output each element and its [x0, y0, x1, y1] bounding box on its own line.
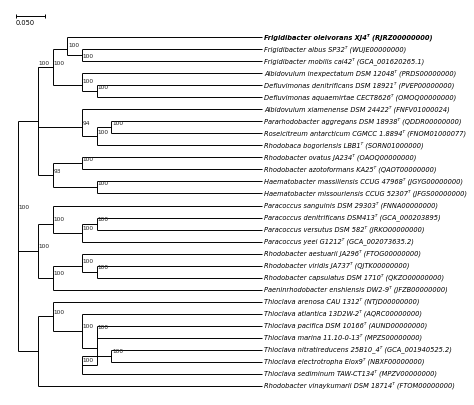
Text: Frigidibacter mobilis cai42ᵀ (GCA_001620265.1): Frigidibacter mobilis cai42ᵀ (GCA_001620… — [264, 58, 425, 65]
Text: Roseicitreum antarcticum CGMCC 1.8894ᵀ (FNOM01000077): Roseicitreum antarcticum CGMCC 1.8894ᵀ (… — [264, 130, 466, 137]
Text: Rhodobacter capsulatus DSM 1710ᵀ (QKZO00000000): Rhodobacter capsulatus DSM 1710ᵀ (QKZO00… — [264, 274, 445, 281]
Text: Paracoccus versutus DSM 582ᵀ (JRKO00000000): Paracoccus versutus DSM 582ᵀ (JRKO000000… — [264, 226, 425, 233]
Text: Thioclava nitratireducens 25B10_4ᵀ (GCA_001940525.2): Thioclava nitratireducens 25B10_4ᵀ (GCA_… — [264, 346, 452, 354]
Text: 100: 100 — [98, 130, 109, 135]
Text: 100: 100 — [83, 157, 94, 162]
Text: 100: 100 — [83, 259, 94, 264]
Text: Thioclava pacifica DSM 10166ᵀ (AUND00000000): Thioclava pacifica DSM 10166ᵀ (AUND00000… — [264, 322, 428, 329]
Text: Frigidibacter albus SP32ᵀ (WUJE00000000): Frigidibacter albus SP32ᵀ (WUJE00000000) — [264, 46, 407, 53]
Text: Paracoccus sanguinis DSM 29303ᵀ (FNNA00000000): Paracoccus sanguinis DSM 29303ᵀ (FNNA000… — [264, 202, 438, 209]
Text: 0.050: 0.050 — [16, 20, 35, 26]
Text: 100: 100 — [54, 310, 64, 315]
Text: Rhodobacter ovatus JA234ᵀ (OAOQ00000000): Rhodobacter ovatus JA234ᵀ (OAOQ00000000) — [264, 154, 417, 161]
Text: Paeninrhodobacter enshiensis DW2-9ᵀ (JFZB00000000): Paeninrhodobacter enshiensis DW2-9ᵀ (JFZ… — [264, 286, 448, 293]
Text: 100: 100 — [112, 121, 123, 126]
Text: Haematobacter missouriensis CCUG 52307ᵀ (JFGS00000000): Haematobacter missouriensis CCUG 52307ᵀ … — [264, 190, 467, 197]
Text: Rhodobacter azotoformans KA25ᵀ (QAOT00000000): Rhodobacter azotoformans KA25ᵀ (QAOT0000… — [264, 166, 437, 173]
Text: Rhodobaca bogoriensis LBB1ᵀ (SORN01000000): Rhodobaca bogoriensis LBB1ᵀ (SORN0100000… — [264, 142, 424, 149]
Text: Defluvimonas denitrificans DSM 18921ᵀ (PVEP00000000): Defluvimonas denitrificans DSM 18921ᵀ (P… — [264, 82, 455, 89]
Text: 100: 100 — [83, 358, 94, 363]
Text: Rhodobacter vinaykumarii DSM 18714ᵀ (FTOM00000000): Rhodobacter vinaykumarii DSM 18714ᵀ (FTO… — [264, 382, 456, 389]
Text: Thioclava sediminum TAW-CT134ᵀ (MPZV00000000): Thioclava sediminum TAW-CT134ᵀ (MPZV0000… — [264, 370, 438, 377]
Text: 100: 100 — [54, 61, 64, 66]
Text: 100: 100 — [83, 226, 94, 231]
Text: 100: 100 — [83, 54, 94, 59]
Text: 100: 100 — [54, 217, 64, 222]
Text: Haematobacter massiliensis CCUG 47968ᵀ (JGYG00000000): Haematobacter massiliensis CCUG 47968ᵀ (… — [264, 178, 464, 185]
Text: Defluvimonas aquaemirtae CECT8626ᵀ (OMOQ00000000): Defluvimonas aquaemirtae CECT8626ᵀ (OMOQ… — [264, 94, 457, 101]
Text: Rhodobacter viridis JA737ᵀ (QJTK00000000): Rhodobacter viridis JA737ᵀ (QJTK00000000… — [264, 262, 410, 269]
Text: 100: 100 — [98, 85, 109, 90]
Text: Thioclava arenosa CAU 1312ᵀ (NTJD00000000): Thioclava arenosa CAU 1312ᵀ (NTJD0000000… — [264, 298, 420, 305]
Text: Albidovulum inexpectatum DSM 12048ᵀ (PRDS00000000): Albidovulum inexpectatum DSM 12048ᵀ (PRD… — [264, 70, 457, 77]
Text: Pararhodobacter aggregans DSM 18938ᵀ (QDDR00000000): Pararhodobacter aggregans DSM 18938ᵀ (QD… — [264, 118, 462, 125]
Text: 100: 100 — [54, 271, 64, 276]
Text: Rhodobacter aestuarii JA296ᵀ (FTOG00000000): Rhodobacter aestuarii JA296ᵀ (FTOG000000… — [264, 250, 421, 257]
Text: 94: 94 — [83, 121, 91, 126]
Text: Thioclava atlantica 13D2W-2ᵀ (AQRC00000000): Thioclava atlantica 13D2W-2ᵀ (AQRC000000… — [264, 310, 422, 317]
Text: 100: 100 — [39, 244, 50, 249]
Text: 100: 100 — [18, 205, 29, 210]
Text: 100: 100 — [68, 43, 79, 48]
Text: 100: 100 — [98, 217, 109, 222]
Text: Frigidibacter oleivorans XJ4ᵀ (RJRZ00000000): Frigidibacter oleivorans XJ4ᵀ (RJRZ00000… — [264, 34, 433, 41]
Text: 100: 100 — [98, 325, 109, 330]
Text: 100: 100 — [98, 181, 109, 186]
Text: 100: 100 — [39, 61, 50, 66]
Text: Paracoccus yeei G1212ᵀ (GCA_002073635.2): Paracoccus yeei G1212ᵀ (GCA_002073635.2) — [264, 238, 414, 245]
Text: Paracoccus denitrificans DSM413ᵀ (GCA_000203895): Paracoccus denitrificans DSM413ᵀ (GCA_00… — [264, 213, 441, 222]
Text: Thioclava marina 11.10-0-13ᵀ (MPZS00000000): Thioclava marina 11.10-0-13ᵀ (MPZS000000… — [264, 334, 423, 341]
Text: 100: 100 — [83, 324, 94, 329]
Text: 100: 100 — [98, 265, 109, 270]
Text: 100: 100 — [83, 79, 94, 84]
Text: 100: 100 — [112, 349, 123, 354]
Text: 93: 93 — [54, 169, 61, 174]
Text: Albidovulum xiamenense DSM 24422ᵀ (FNFV01000024): Albidovulum xiamenense DSM 24422ᵀ (FNFV0… — [264, 106, 450, 113]
Text: Thioclava electrotropha Elox9ᵀ (NBXF00000000): Thioclava electrotropha Elox9ᵀ (NBXF0000… — [264, 358, 425, 365]
